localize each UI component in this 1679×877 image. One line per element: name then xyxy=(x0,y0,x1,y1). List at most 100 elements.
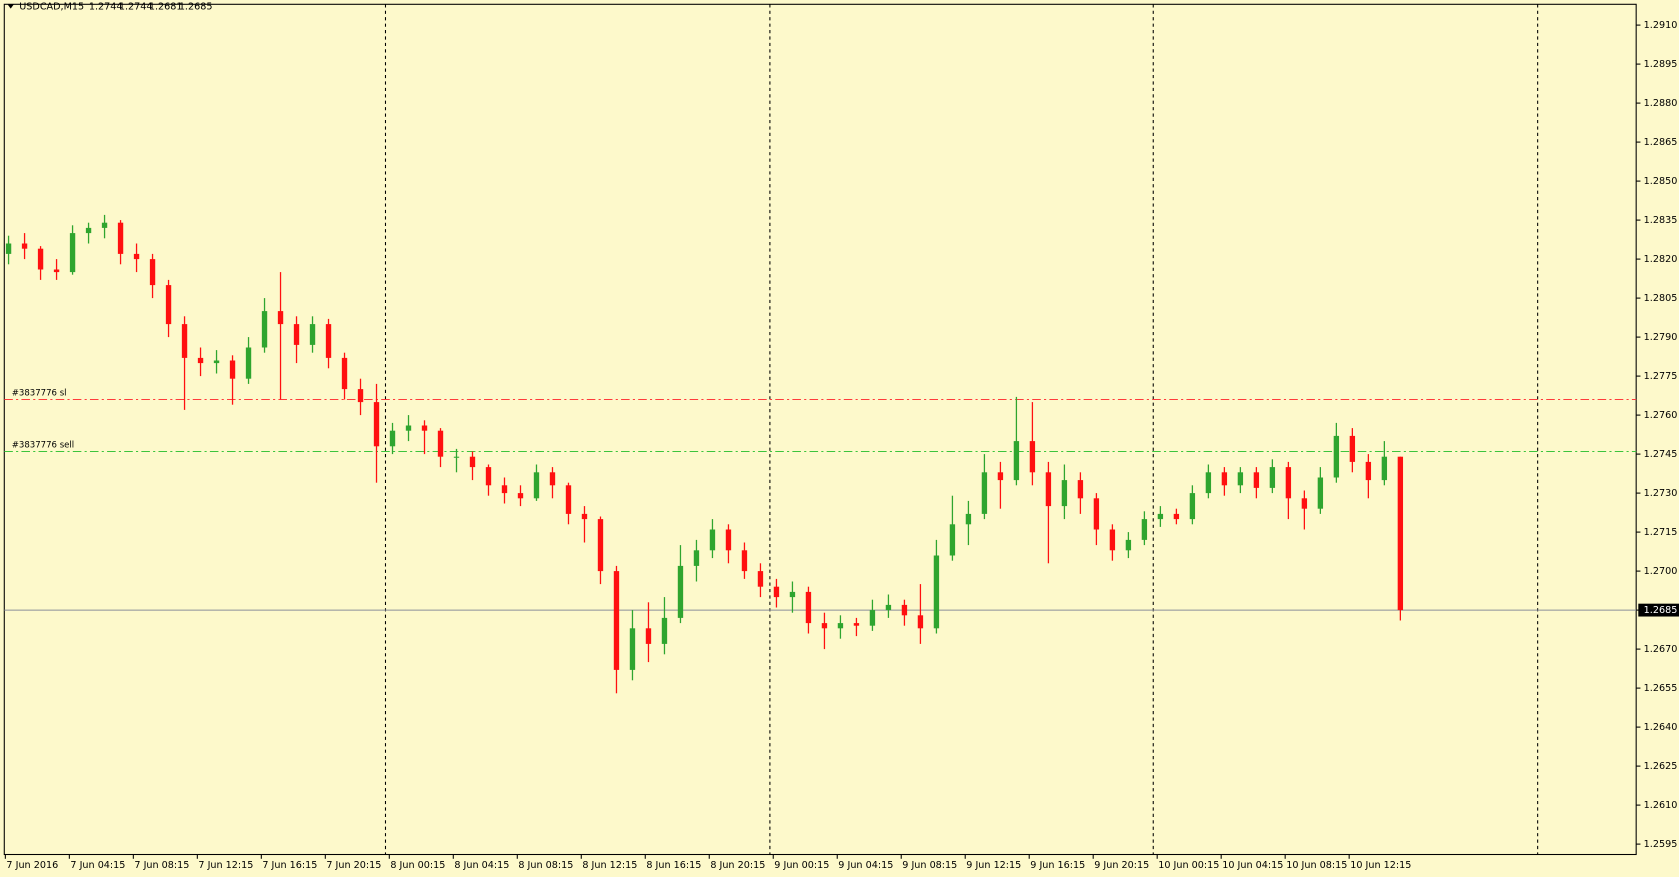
candle-body xyxy=(629,628,636,670)
candle-body xyxy=(997,472,1004,481)
candle-body xyxy=(1333,435,1340,478)
candle-body xyxy=(757,571,764,587)
candle-body xyxy=(69,233,76,273)
candle-body xyxy=(261,311,268,348)
y-tick-label: 1.2820 xyxy=(1644,254,1678,265)
candle-body xyxy=(117,222,124,254)
x-tick-label: 10 Jun 04:15 xyxy=(1222,860,1283,871)
candle-body xyxy=(389,430,396,447)
candle-body xyxy=(37,248,44,270)
candle-body xyxy=(53,269,60,273)
candle-body xyxy=(821,623,828,629)
day-separators xyxy=(384,4,1539,855)
candle-body xyxy=(869,610,876,626)
candle-body xyxy=(277,311,284,325)
candle-body xyxy=(1285,467,1292,499)
candle-body xyxy=(197,357,204,364)
candle-body xyxy=(853,623,860,626)
candle-body xyxy=(1125,539,1132,551)
candle-body xyxy=(1221,472,1228,486)
candle-body xyxy=(1093,498,1100,530)
candle-body xyxy=(101,222,108,228)
order-label: #3837776 sl xyxy=(12,389,67,399)
candle-body xyxy=(597,519,604,572)
y-tick-label: 1.2610 xyxy=(1644,800,1678,811)
candle-body xyxy=(901,604,908,616)
candle-body xyxy=(1381,456,1388,481)
y-tick-label: 1.2880 xyxy=(1644,98,1678,109)
y-tick-label: 1.2910 xyxy=(1644,20,1678,31)
x-tick-label: 10 Jun 08:15 xyxy=(1286,860,1347,871)
candle-body xyxy=(677,565,684,618)
candle-body xyxy=(133,253,140,260)
candle-body xyxy=(917,615,924,629)
candle-body xyxy=(1109,529,1116,551)
ohlc-open: 1.2744 xyxy=(89,1,123,12)
candle-body xyxy=(485,467,492,486)
candle-body xyxy=(1077,480,1084,499)
candle-body xyxy=(213,360,220,364)
y-tick-label: 1.2640 xyxy=(1644,722,1678,733)
ohlc-close: 1.2685 xyxy=(179,1,213,12)
candle-body xyxy=(245,347,252,379)
candle-body xyxy=(1253,472,1260,488)
x-tick-label: 9 Jun 16:15 xyxy=(1030,860,1085,871)
candle-body xyxy=(645,628,652,644)
y-tick-label: 1.2895 xyxy=(1644,59,1678,70)
y-tick-label: 1.2850 xyxy=(1644,176,1678,187)
y-tick-label: 1.2865 xyxy=(1644,137,1678,148)
candle-body xyxy=(981,472,988,514)
y-tick-label: 1.2775 xyxy=(1644,371,1678,382)
candle-body xyxy=(1157,513,1164,520)
candle-body xyxy=(1061,480,1068,507)
plot-frame xyxy=(3,3,1637,856)
candle-body xyxy=(309,324,316,345)
candle-body xyxy=(165,285,172,325)
candle-body xyxy=(741,550,748,572)
candle-body xyxy=(469,456,476,468)
x-tick-label: 8 Jun 04:15 xyxy=(454,860,509,871)
x-tick-label: 10 Jun 00:15 xyxy=(1158,860,1219,871)
x-tick-label: 7 Jun 2016 xyxy=(6,860,58,871)
x-tick-label: 8 Jun 20:15 xyxy=(710,860,765,871)
y-tick-label: 1.2835 xyxy=(1644,215,1678,226)
candle-body xyxy=(1205,472,1212,494)
candle-body xyxy=(149,259,156,286)
x-tick-label: 7 Jun 08:15 xyxy=(134,860,189,871)
y-tick-label: 1.2655 xyxy=(1644,683,1678,694)
x-tick-label: 9 Jun 00:15 xyxy=(774,860,829,871)
candle-body xyxy=(1317,477,1324,509)
candle-body xyxy=(1029,441,1036,473)
candle-body xyxy=(1269,467,1276,488)
candle-body xyxy=(21,243,28,249)
candle-body xyxy=(709,529,716,551)
candle-body xyxy=(453,456,460,458)
candle-body xyxy=(581,513,588,520)
candle-body xyxy=(85,227,92,234)
candle-body xyxy=(421,425,428,431)
candle-body xyxy=(933,555,940,629)
x-tick-label: 7 Jun 20:15 xyxy=(326,860,381,871)
candle-body xyxy=(5,243,12,254)
candle-body xyxy=(949,524,956,556)
candle-body xyxy=(293,324,300,345)
menu-arrow[interactable] xyxy=(7,4,14,9)
candle-body xyxy=(565,485,572,514)
x-tick-label: 7 Jun 04:15 xyxy=(70,860,125,871)
candle-body xyxy=(1045,472,1052,507)
y-tick-label: 1.2625 xyxy=(1644,761,1678,772)
y-tick-label: 1.2760 xyxy=(1644,410,1678,421)
candle-body xyxy=(1349,435,1356,462)
ohlc-low: 1.2681 xyxy=(149,1,183,12)
candle-body xyxy=(357,389,364,403)
candle-body xyxy=(1365,461,1372,481)
candle-body xyxy=(725,529,732,551)
candle-body xyxy=(693,550,700,566)
y-tick-label: 1.2805 xyxy=(1644,293,1678,304)
y-tick-label: 1.2790 xyxy=(1644,332,1678,343)
y-tick-label: 1.2745 xyxy=(1644,449,1678,460)
candle-body xyxy=(661,617,668,644)
x-tick-label: 7 Jun 12:15 xyxy=(198,860,253,871)
price-box xyxy=(1638,603,1679,617)
